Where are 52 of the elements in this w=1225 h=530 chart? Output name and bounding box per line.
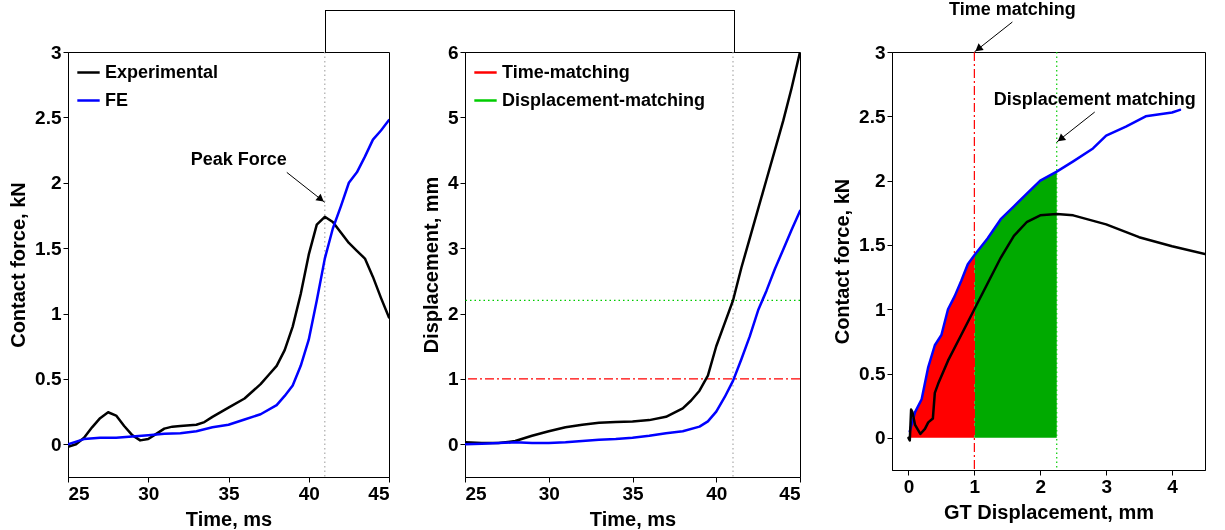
y-axis-title: Contact force, kN: [7, 182, 30, 348]
x-tick-label: 30: [538, 482, 560, 504]
x-tick-label: 30: [138, 482, 160, 504]
line-series: [465, 209, 800, 446]
y-tick-label: 0.5: [859, 363, 886, 385]
y-tick-label: 0: [50, 433, 62, 455]
x-tick-label: 0: [903, 475, 915, 497]
y-tick-label: 3: [50, 41, 62, 63]
y-tick-label: 1.5: [35, 237, 62, 259]
legend-label: Time-matching: [502, 61, 630, 82]
legend-label: Displacement-matching: [502, 89, 706, 110]
legend-label: FE: [105, 89, 129, 110]
y-tick-label: 0: [874, 427, 886, 449]
y-tick-label: 1.5: [859, 234, 886, 256]
x-tick-label: 40: [706, 482, 728, 504]
x-tick-label: 4: [1167, 475, 1179, 497]
y-tick-label: 2.5: [859, 105, 886, 127]
y-axis-title: Displacement, mm: [419, 176, 442, 354]
x-tick-label: 35: [622, 482, 644, 504]
y-tick-label: 2: [447, 303, 459, 325]
x-tick-label: 40: [298, 482, 320, 504]
line-series: [68, 118, 389, 446]
x-tick-label: 25: [465, 482, 488, 504]
x-tick-label: 45: [779, 482, 801, 504]
x-tick-label: 2: [1035, 475, 1047, 497]
annotation: Peak Force: [190, 149, 287, 170]
y-tick-label: 3: [874, 41, 886, 63]
line-series: [908, 108, 1182, 433]
y-tick-label: 3: [447, 237, 459, 259]
x-axis-title: Time, ms: [589, 507, 677, 530]
x-axis-title: Time, ms: [185, 507, 273, 530]
y-tick-label: 1: [874, 298, 886, 320]
y-axis-title: Contact force, kN: [831, 178, 854, 345]
y-tick-label: 0.5: [35, 368, 62, 390]
y-tick-label: 2: [50, 172, 62, 194]
y-tick-label: 0: [447, 433, 459, 455]
y-tick-label: 1: [447, 368, 459, 390]
y-tick-label: 4: [447, 172, 459, 194]
annotation: Time matching: [949, 0, 1076, 19]
x-axis-title: GT Displacement, mm: [943, 500, 1155, 523]
annotation: Displacement matching: [993, 89, 1196, 110]
y-tick-label: 1: [50, 303, 62, 325]
x-tick-label: 45: [368, 482, 390, 504]
y-tick-label: 2.5: [35, 106, 62, 128]
x-tick-label: 1: [969, 475, 981, 497]
legend-label: Experimental: [105, 61, 219, 82]
y-tick-label: 6: [447, 41, 459, 63]
y-tick-label: 2: [874, 170, 886, 192]
y-tick-label: 5: [447, 106, 459, 128]
x-tick-label: 3: [1101, 475, 1112, 497]
x-tick-label: 25: [68, 482, 91, 504]
x-tick-label: 35: [218, 482, 240, 504]
